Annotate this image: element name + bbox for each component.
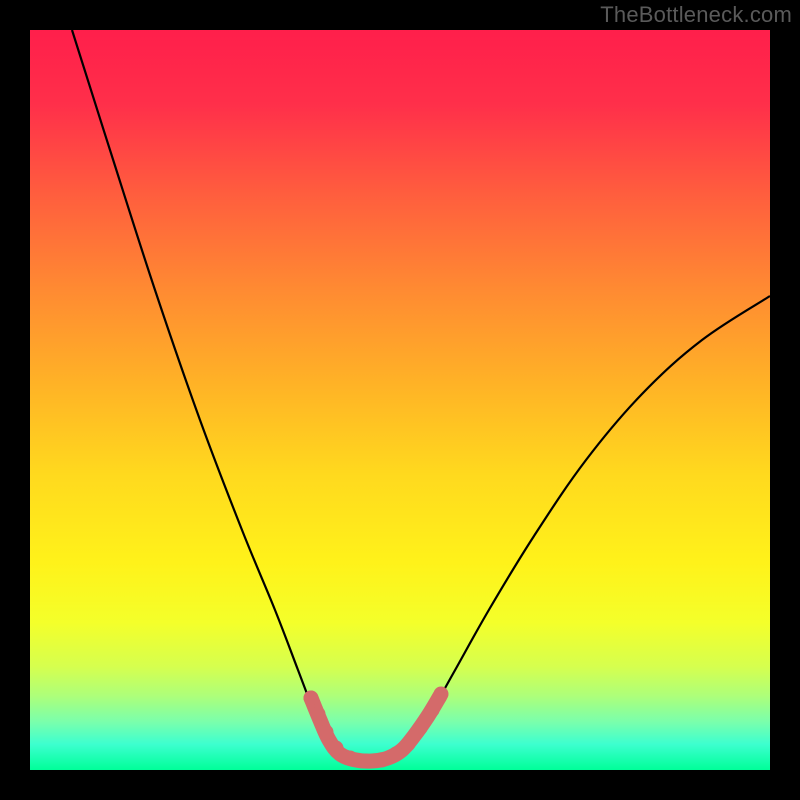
chart-container: TheBottleneck.com [0, 0, 800, 800]
bottleneck-chart [0, 0, 800, 800]
gradient-background [30, 30, 770, 770]
watermark-text: TheBottleneck.com [600, 2, 792, 28]
